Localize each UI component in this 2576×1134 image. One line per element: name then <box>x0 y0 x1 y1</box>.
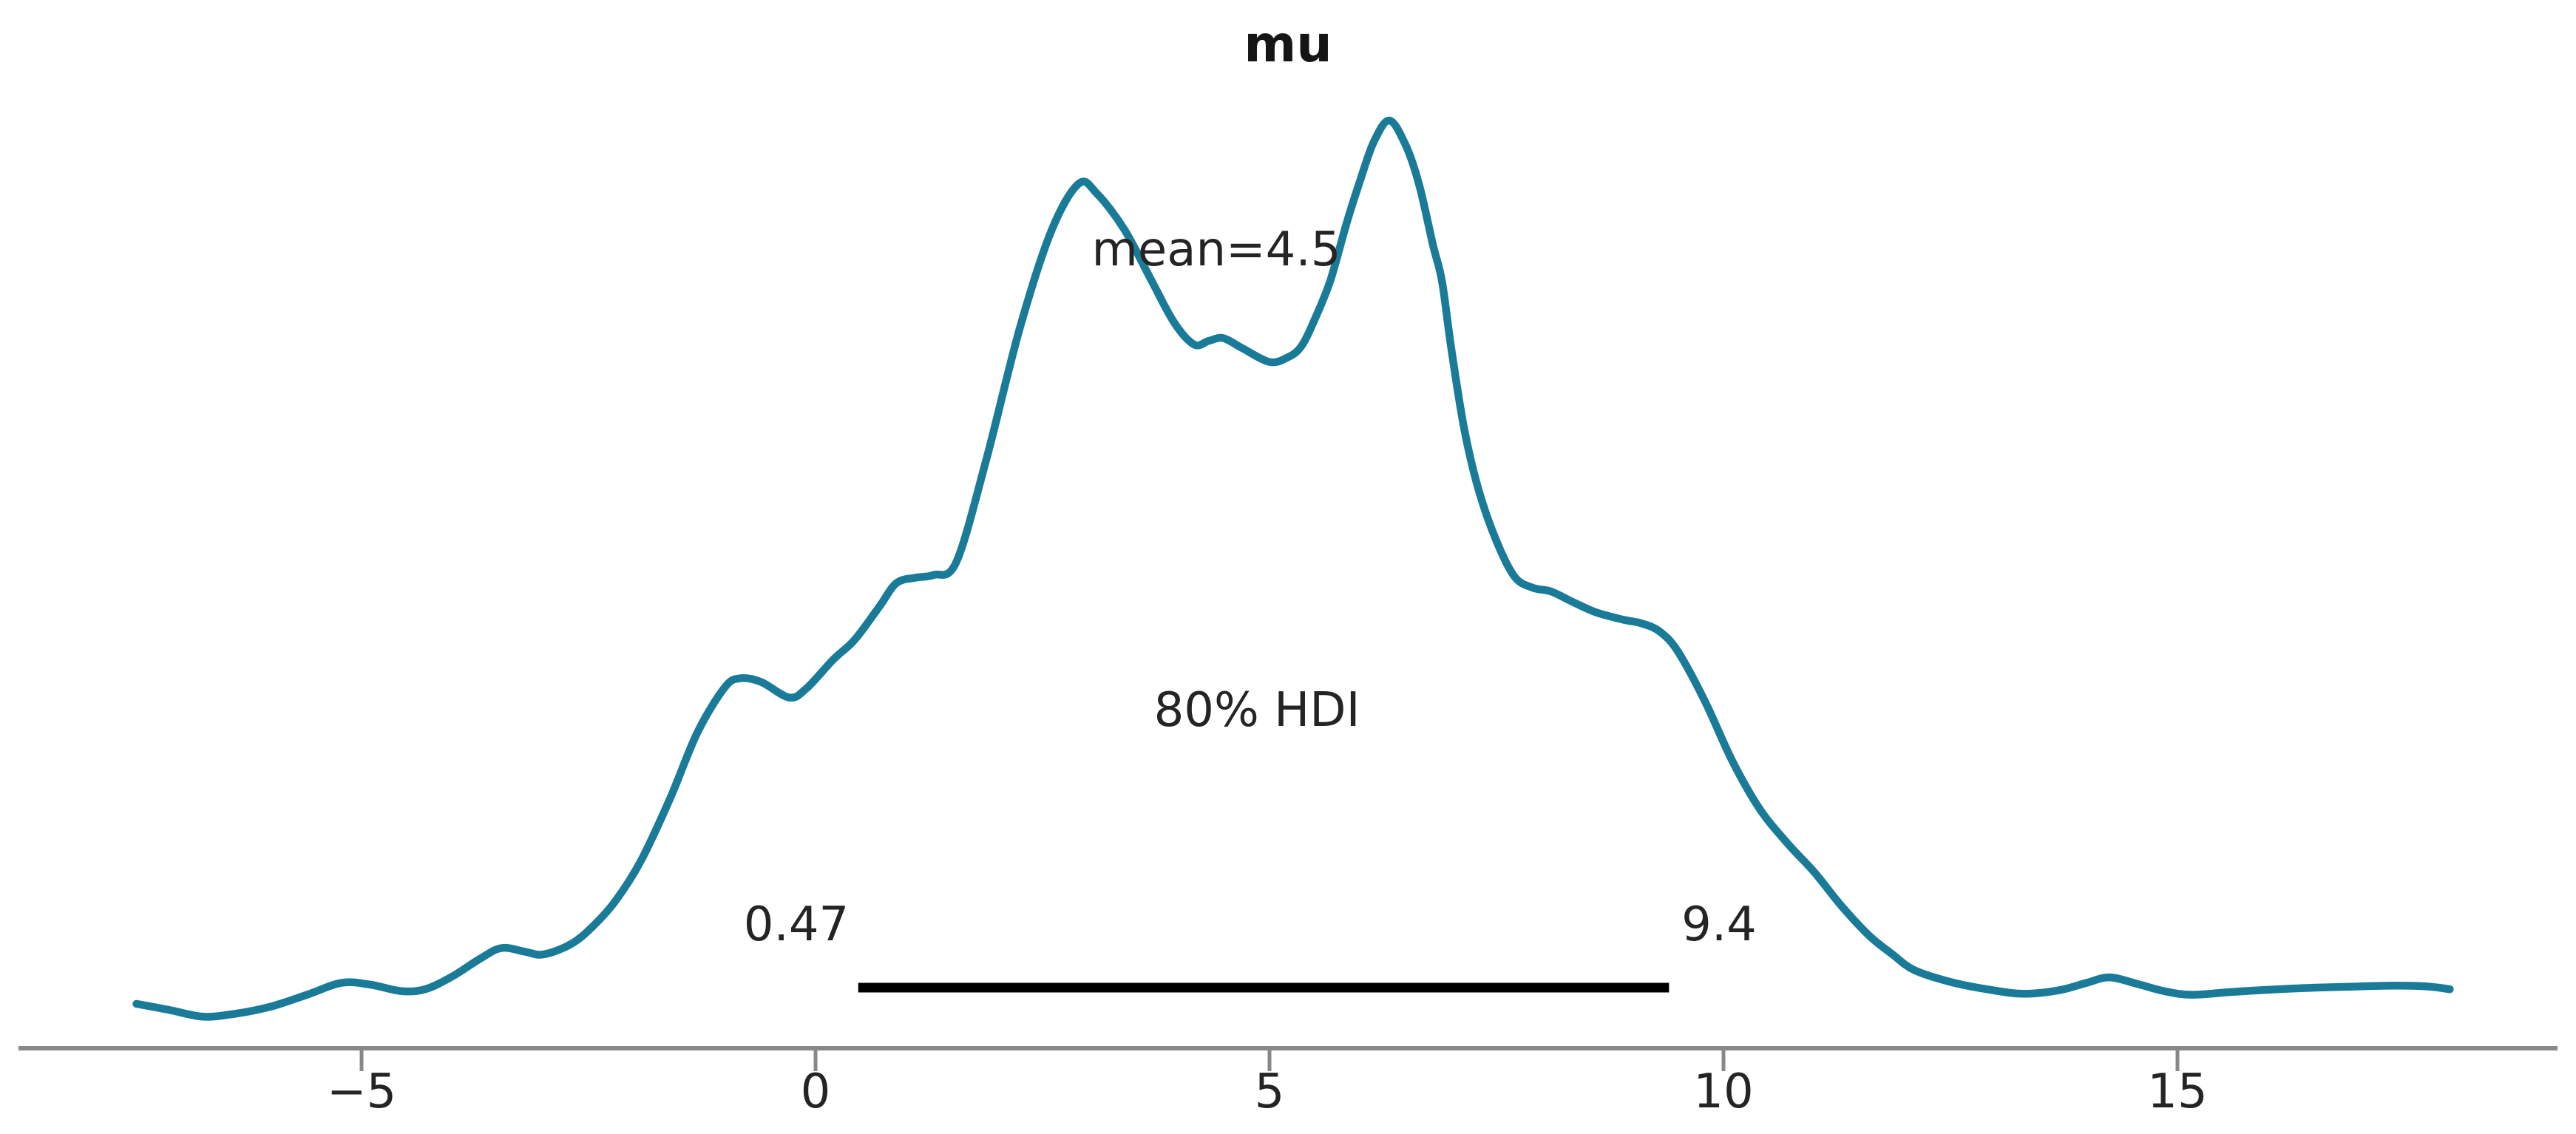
x-tick-label: −5 <box>326 1065 397 1119</box>
x-tick-label: 15 <box>2147 1065 2208 1119</box>
x-tick-label: 5 <box>1254 1065 1285 1119</box>
x-tick-label: 0 <box>800 1065 831 1119</box>
plot-title: mu <box>1244 16 1332 74</box>
x-tick-label: 10 <box>1693 1065 1754 1119</box>
kde-curve <box>132 116 2454 1021</box>
hdi-lower-value: 0.47 <box>743 897 850 952</box>
mean-annotation: mean=4.5 <box>1091 223 1341 277</box>
hdi-upper-value: 9.4 <box>1681 897 1757 952</box>
hdi-interval-label: 80% HDI <box>1153 683 1360 738</box>
